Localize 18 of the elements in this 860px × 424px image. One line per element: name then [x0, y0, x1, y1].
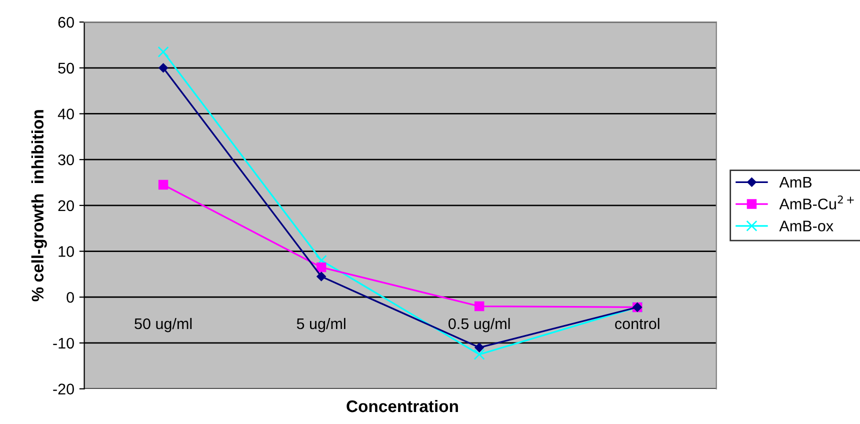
x-tick-label: 0.5 ug/ml [448, 318, 510, 332]
y-tick-label: 30 [58, 154, 74, 166]
y-tick-label: -20 [53, 384, 74, 394]
y-tick-label: 40 [58, 108, 74, 120]
y-tick-label: 20 [58, 200, 74, 212]
y-tick-label: 50 [58, 62, 74, 74]
y-tick-label: 0 [66, 292, 74, 303]
x-tick-label: 5 ug/ml [296, 318, 346, 332]
y-tick-label: -10 [53, 338, 74, 349]
y-tick-label: 10 [58, 246, 74, 257]
y-axis-title: % cell-growth inhibition [31, 110, 47, 302]
y-tick-label: 60 [58, 16, 74, 28]
x-tick-label: 50 ug/ml [134, 318, 192, 332]
x-axis-title: Concentration [346, 400, 458, 412]
legend-label: AmB-Cu$^{2+}$ [779, 195, 854, 210]
legend-label: AmB [779, 176, 812, 188]
legend-label: AmB-ox [779, 220, 834, 232]
x-tick-label: control [615, 318, 660, 330]
